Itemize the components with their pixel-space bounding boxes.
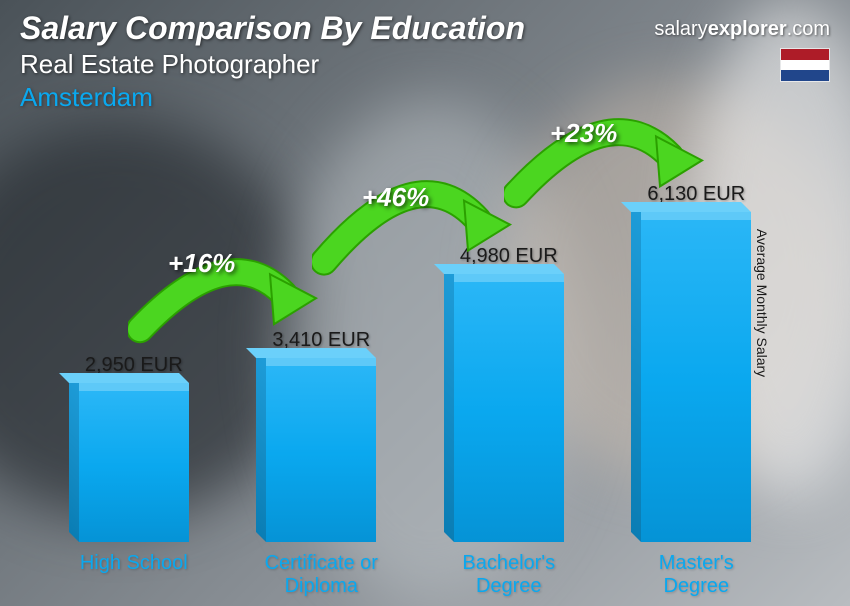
x-label: Bachelor'sDegree [426,552,591,598]
brand-logo: salaryexplorer.com [654,18,830,41]
increase-percent: +16% [168,248,235,279]
x-axis-labels: High School Certificate orDiploma Bachelor… [40,552,790,598]
bar [454,274,564,542]
increase-percent: +23% [550,118,617,149]
y-axis-label: Average Monthly Salary [754,229,770,377]
bar [79,383,189,542]
x-label: Certificate orDiploma [239,552,404,598]
bar [266,358,376,542]
x-label: High School [51,552,216,598]
x-label: Master'sDegree [614,552,779,598]
bar [641,212,751,542]
bar-group: 3,410 EUR [239,329,404,542]
bar-group: 2,950 EUR [51,354,216,542]
chart-subtitle: Real Estate Photographer [20,49,830,80]
bar-group: 4,980 EUR [426,245,591,542]
chart-location: Amsterdam [20,82,830,113]
country-flag-icon [780,48,830,82]
increase-percent: +46% [362,182,429,213]
